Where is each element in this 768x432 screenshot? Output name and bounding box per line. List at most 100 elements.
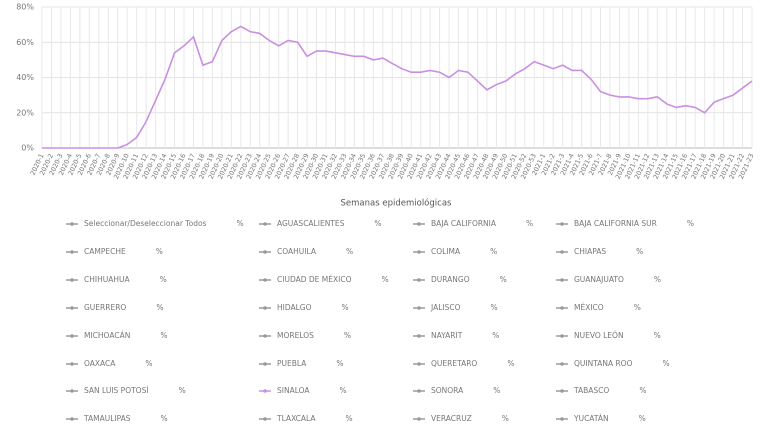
legend-value: % (490, 247, 497, 256)
legend-value: % (346, 414, 353, 423)
legend-label[interactable]: TAMAULIPAS (83, 414, 131, 423)
legend-value: % (156, 247, 163, 256)
legend-label[interactable]: MÉXICO (574, 303, 604, 312)
legend-marker[interactable] (70, 278, 74, 282)
legend-value: % (342, 303, 349, 312)
legend-label[interactable]: HIDALGO (277, 303, 312, 312)
legend-label[interactable]: COAHUILA (277, 247, 317, 256)
legend-value: % (340, 386, 347, 395)
legend-label[interactable]: SONORA (431, 386, 464, 395)
legend-marker[interactable] (263, 250, 267, 254)
legend-label[interactable]: GUERRERO (84, 303, 126, 312)
y-tick-label: 60% (16, 38, 34, 47)
legend-value: % (179, 386, 186, 395)
legend-label[interactable]: Seleccionar/Deseleccionar Todos (84, 219, 207, 228)
legend-marker[interactable] (417, 334, 421, 338)
legend-marker[interactable] (263, 278, 267, 282)
legend-label[interactable]: OAXACA (84, 359, 116, 368)
legend-marker[interactable] (560, 417, 564, 421)
legend-label[interactable]: PUEBLA (277, 359, 307, 368)
legend-label[interactable]: SINALOA (277, 386, 310, 395)
legend-marker[interactable] (70, 417, 74, 421)
legend-value: % (156, 303, 163, 312)
legend-value: % (639, 414, 646, 423)
legend-marker[interactable] (560, 389, 564, 393)
y-tick-label: 20% (16, 108, 34, 117)
legend-label[interactable]: BAJA CALIFORNIA (431, 219, 497, 228)
legend-label[interactable]: NUEVO LEÓN (574, 331, 624, 340)
legend-label[interactable]: NAYARIT (431, 331, 463, 340)
legend-label[interactable]: VERACRUZ (431, 414, 472, 423)
legend-value: % (654, 331, 661, 340)
legend-value: % (493, 386, 500, 395)
legend-label[interactable]: CAMPECHE (84, 247, 126, 256)
legend-marker[interactable] (560, 306, 564, 310)
y-tick-label: 40% (16, 73, 34, 82)
legend-marker[interactable] (263, 306, 267, 310)
legend-label[interactable]: MICHOACÁN (84, 331, 130, 340)
legend-label[interactable]: GUANAJUATO (574, 275, 624, 284)
legend-marker[interactable] (417, 278, 421, 282)
legend-value: % (336, 359, 343, 368)
legend-label[interactable]: YUCATÁN (573, 414, 609, 423)
legend-value: % (381, 275, 388, 284)
legend-marker[interactable] (70, 362, 74, 366)
legend-marker[interactable] (417, 417, 421, 421)
legend-marker[interactable] (70, 306, 74, 310)
legend-marker[interactable] (417, 389, 421, 393)
legend-value: % (346, 247, 353, 256)
legend-label[interactable]: QUINTANA ROO (574, 359, 633, 368)
legend-value: % (236, 219, 243, 228)
legend-marker[interactable] (560, 278, 564, 282)
legend-value: % (160, 331, 167, 340)
legend-marker[interactable] (263, 389, 267, 393)
legend-marker[interactable] (263, 417, 267, 421)
legend-marker[interactable] (417, 362, 421, 366)
legend-marker[interactable] (70, 222, 74, 226)
legend-marker[interactable] (560, 334, 564, 338)
data-line (42, 25, 753, 149)
legend-label[interactable]: QUERETARO (431, 359, 477, 368)
legend-marker[interactable] (560, 222, 564, 226)
legend-label[interactable]: DURANGO (431, 275, 470, 284)
y-tick-label: 80% (16, 3, 34, 12)
legend-value: % (500, 275, 507, 284)
legend-marker[interactable] (417, 250, 421, 254)
legend-value: % (161, 414, 168, 423)
legend-value: % (491, 303, 498, 312)
legend-value: % (636, 247, 643, 256)
legend-label[interactable]: CIUDAD DE MÉXICO (277, 275, 352, 284)
legend-value: % (526, 219, 533, 228)
legend-marker[interactable] (263, 334, 267, 338)
legend-marker[interactable] (263, 222, 267, 226)
legend-value: % (160, 275, 167, 284)
legend-value: % (502, 414, 509, 423)
legend-label[interactable]: AGUASCALIENTES (277, 219, 345, 228)
legend-marker[interactable] (70, 250, 74, 254)
y-tick-label: 0% (21, 144, 34, 153)
legend-label[interactable]: CHIAPAS (574, 247, 606, 256)
legend-value: % (492, 331, 499, 340)
legend-value: % (344, 331, 351, 340)
legend-value: % (639, 386, 646, 395)
legend-value: % (507, 359, 514, 368)
legend-label[interactable]: TLAXCALA (276, 414, 316, 423)
legend-value: % (374, 219, 381, 228)
legend-label[interactable]: JALISCO (430, 303, 461, 312)
legend-marker[interactable] (417, 306, 421, 310)
legend-marker[interactable] (263, 362, 267, 366)
legend-label[interactable]: MORELOS (277, 331, 314, 340)
legend-label[interactable]: COLIMA (431, 247, 461, 256)
legend-marker[interactable] (70, 334, 74, 338)
legend-value: % (663, 359, 670, 368)
legend-label[interactable]: SAN LUIS POTOSÍ (84, 386, 149, 395)
legend-value: % (634, 303, 641, 312)
legend-label[interactable]: BAJA CALIFORNIA SUR (574, 219, 657, 228)
legend-marker[interactable] (560, 250, 564, 254)
legend-marker[interactable] (560, 362, 564, 366)
legend-label[interactable]: CHIHUAHUA (84, 275, 130, 284)
legend-marker[interactable] (70, 389, 74, 393)
legend-marker[interactable] (417, 222, 421, 226)
legend-label[interactable]: TABASCO (573, 386, 609, 395)
